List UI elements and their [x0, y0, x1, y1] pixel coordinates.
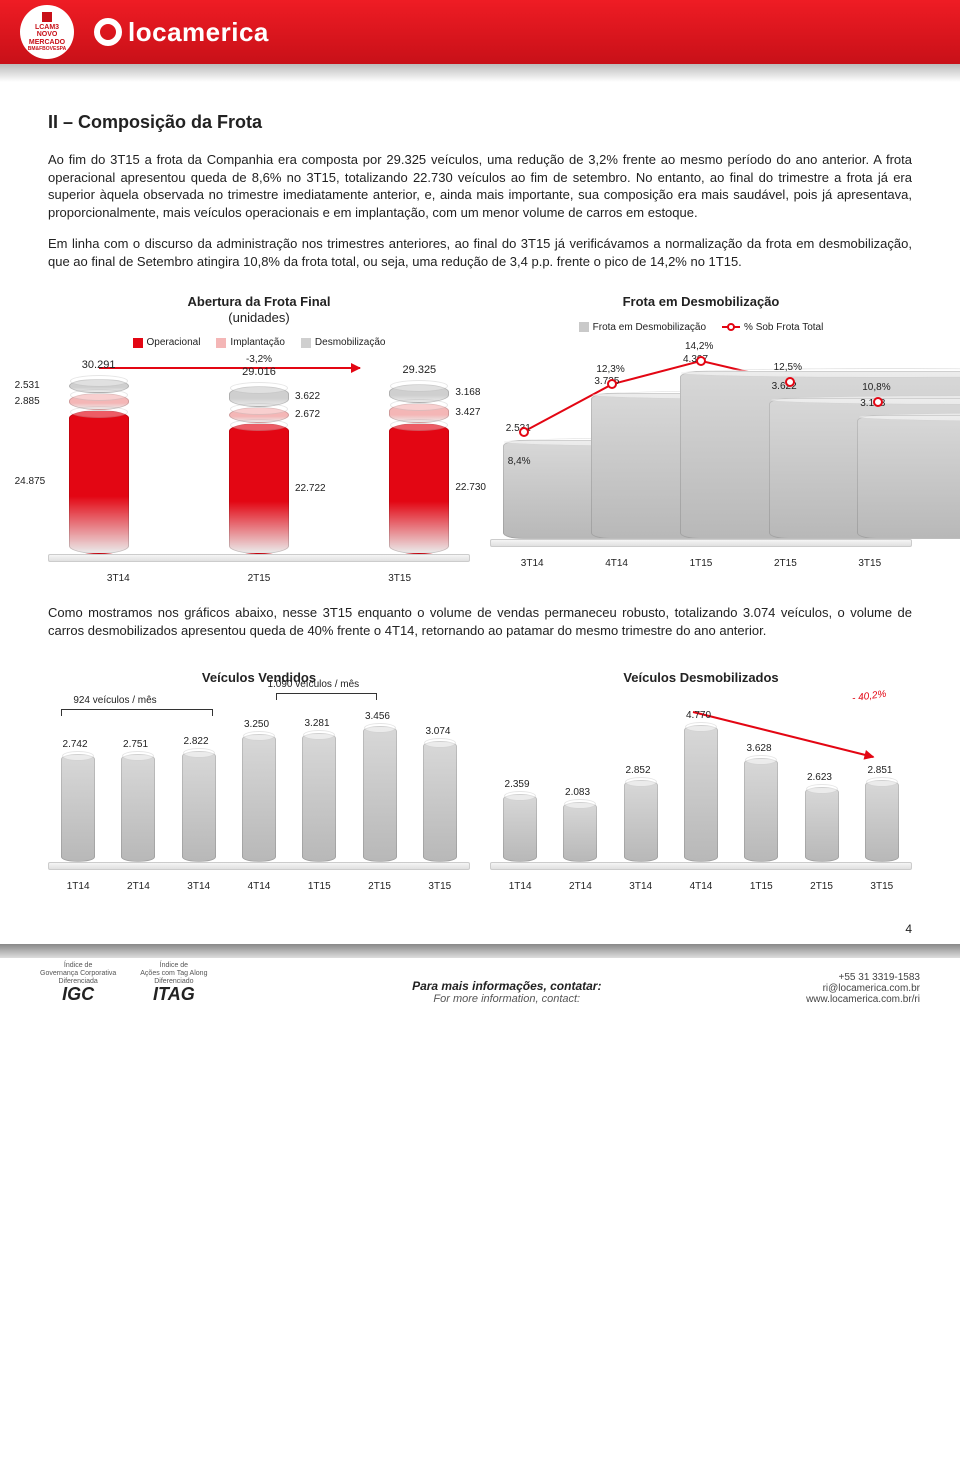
x-axis: 3T144T141T152T153T15	[490, 558, 912, 569]
chart-legend: Operacional Implantação Desmobilização	[48, 337, 470, 348]
plot-area: 30.2912.5312.88524.87529.0163.6222.67222…	[48, 369, 470, 559]
chart-legend: Frota em Desmobilização % Sob Frota Tota…	[490, 322, 912, 333]
contact-label: Para mais informações, contatar:	[412, 979, 601, 993]
brand-logo: locamerica	[94, 17, 269, 48]
change-annotation: - 40,2%	[852, 689, 888, 705]
footer-divider	[0, 944, 960, 958]
paragraph: Como mostramos nos gráficos abaixo, ness…	[48, 604, 912, 639]
contact-info: +55 31 3319-1583 ri@locamerica.com.br ww…	[806, 972, 920, 1005]
chart-abertura-frota: Abertura da Frota Final (unidades) Opera…	[48, 294, 470, 584]
trend-arrow-icon	[99, 367, 361, 369]
chart-frota-desmobilizacao: Frota em Desmobilização Frota em Desmobi…	[490, 294, 912, 584]
x-axis: 3T142T153T15	[48, 573, 470, 584]
badge-line: LCAM3	[35, 24, 59, 32]
x-axis: 1T142T143T144T141T152T153T15	[490, 881, 912, 892]
header-bar: LCAM3 NOVO MERCADO BM&FBOVESPA locameric…	[0, 0, 960, 64]
itag-index: Índice de Ações com Tag Along Diferencia…	[140, 962, 207, 1005]
footer: Índice de Governança Corporativa Diferen…	[0, 958, 960, 1015]
legend-label: Implantação	[230, 337, 284, 348]
chart-title: Veículos Desmobilizados	[490, 670, 912, 686]
plot-area: - 40,2% 2.3592.0832.8524.7703.6282.6232.…	[490, 697, 912, 867]
badge-line: NOVO	[37, 31, 58, 39]
chart-title: Abertura da Frota Final (unidades)	[48, 294, 470, 325]
market-badge: LCAM3 NOVO MERCADO BM&FBOVESPA	[20, 5, 74, 59]
contact-sub: For more information, contact:	[412, 993, 601, 1005]
page-number: 4	[0, 912, 960, 936]
section-title: II – Composição da Frota	[48, 112, 912, 133]
chart-title: Frota em Desmobilização	[490, 294, 912, 310]
chart-veiculos-vendidos: Veículos Vendidos 2.7422.7512.8223.2503.…	[48, 670, 470, 893]
paragraph: Em linha com o discurso da administração…	[48, 235, 912, 270]
plot-area: 2.5318,4%3.73512,3%4.30714,2%3.62212,5%3…	[490, 339, 912, 544]
igc-index: Índice de Governança Corporativa Diferen…	[40, 962, 116, 1005]
legend-label: Desmobilização	[315, 337, 386, 348]
logo-ring-icon	[94, 18, 122, 46]
plot-area: 2.7422.7512.8223.2503.2813.4563.074924 v…	[48, 697, 470, 867]
badge-line: BM&FBOVESPA	[28, 47, 67, 53]
chart-veiculos-desmobilizados: Veículos Desmobilizados - 40,2% 2.3592.0…	[490, 670, 912, 893]
chart-title: Veículos Vendidos	[48, 670, 470, 686]
header-shadow	[0, 64, 960, 82]
paragraph: Ao fim do 3T15 a frota da Companhia era …	[48, 151, 912, 221]
trend-arrow-icon	[692, 711, 873, 758]
legend-label: % Sob Frota Total	[744, 322, 823, 333]
brand-name: locamerica	[128, 17, 269, 48]
legend-label: Frota em Desmobilização	[593, 322, 706, 333]
x-axis: 1T142T143T144T141T152T153T15	[48, 881, 470, 892]
legend-label: Operacional	[147, 337, 201, 348]
